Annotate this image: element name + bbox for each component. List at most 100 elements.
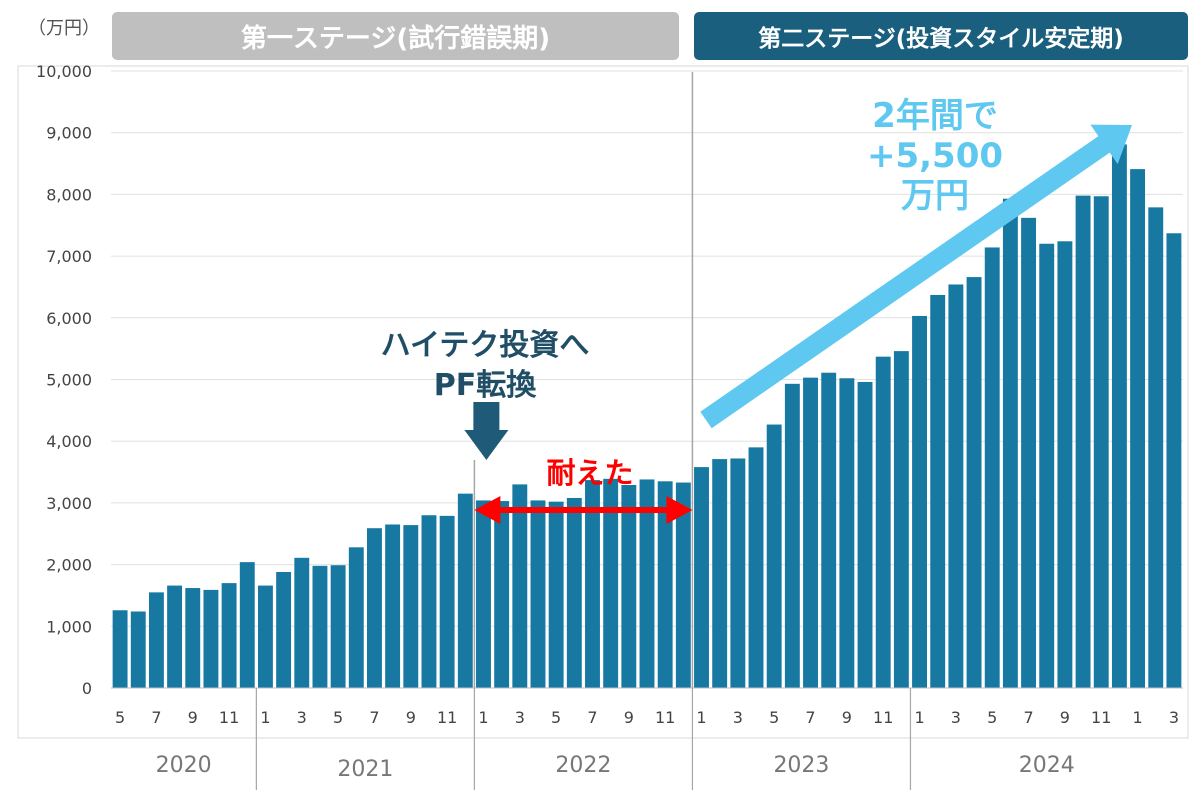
x-tick-label: 9: [624, 708, 634, 727]
x-tick-label: 3: [733, 708, 743, 727]
bar: [803, 377, 818, 688]
bar: [548, 501, 564, 688]
year-label: 2024: [1019, 753, 1075, 778]
bar: [330, 565, 346, 688]
bar: [257, 585, 273, 688]
x-tick-label: 3: [951, 708, 961, 727]
bar: [694, 467, 709, 688]
y-tick-label: 7,000: [46, 247, 92, 266]
bar: [1093, 196, 1109, 688]
bar: [112, 610, 128, 688]
bar: [857, 381, 873, 688]
y-tick-label: 4,000: [46, 432, 92, 451]
x-tick-label: 7: [805, 708, 815, 727]
y-tick-label: 9,000: [46, 124, 92, 143]
y-tick-label: 8,000: [46, 185, 92, 204]
bar: [984, 247, 1000, 688]
endured-annotation: 耐えた: [546, 456, 634, 490]
stage-one-banner: 第一ステージ(試行錯誤期): [112, 12, 679, 60]
bar: [385, 524, 401, 688]
x-tick-label: 7: [151, 708, 161, 727]
chart-frame: [17, 65, 1189, 739]
bar: [712, 459, 728, 688]
x-tick-label: 5: [115, 708, 125, 727]
bar: [603, 478, 619, 688]
bar: [585, 480, 600, 688]
bar: [367, 528, 382, 688]
y-tick-label: 2,000: [46, 556, 92, 575]
bars: [112, 144, 1182, 689]
bar: [403, 525, 419, 688]
bar: [1111, 144, 1127, 689]
gain-line3: 万円: [901, 176, 969, 216]
x-tick-label: 1: [478, 708, 488, 727]
bar: [639, 479, 655, 688]
bar: [239, 562, 255, 688]
bar: [821, 372, 837, 688]
bar: [948, 284, 964, 688]
stage-two-banner: 第二ステージ(投資スタイル安定期): [694, 12, 1188, 60]
year-label: 2021: [337, 757, 393, 782]
gain-annotation: 2年間で +5,500 万円: [820, 96, 1050, 216]
x-tick-label: 5: [769, 708, 779, 727]
y-tick-label: 6,000: [46, 309, 92, 328]
y-axis-unit: （万円）: [28, 18, 100, 39]
y-tick-label: 0: [82, 679, 92, 698]
bar: [730, 458, 746, 688]
bar: [912, 315, 927, 688]
bar: [1148, 207, 1164, 688]
y-tick-label: 1,000: [46, 617, 92, 636]
y-axis-tick-labels: 0 1,000 2,000 3,000 4,000 5,000 6,000 7,000 8,00…: [36, 62, 92, 698]
bar: [784, 383, 800, 688]
bar: [875, 356, 891, 688]
bar: [167, 585, 183, 688]
x-tick-label: 5: [551, 708, 561, 727]
x-tick-label: 3: [515, 708, 525, 727]
year-label: 2022: [555, 753, 611, 778]
gain-line1: 2年間で: [872, 96, 998, 136]
x-tick-label: 11: [655, 708, 675, 727]
x-tick-label: 5: [333, 708, 343, 727]
x-tick-label: 9: [188, 708, 198, 727]
bar: [476, 500, 491, 688]
bar: [130, 611, 146, 688]
y-tick-label: 5,000: [46, 371, 92, 390]
x-tick-label: 9: [406, 708, 416, 727]
bar: [930, 294, 946, 688]
bar: [966, 277, 982, 688]
bar: [348, 547, 364, 688]
bar: [512, 484, 528, 688]
x-tick-label: 9: [842, 708, 852, 727]
x-tick-label: 1: [260, 708, 270, 727]
bar: [421, 515, 437, 688]
x-tick-label: 7: [1023, 708, 1033, 727]
bar: [1166, 233, 1182, 688]
bar: [675, 482, 691, 688]
bar: [276, 572, 292, 688]
x-tick-label: 11: [219, 708, 239, 727]
bar: [439, 515, 455, 688]
bar: [839, 378, 855, 688]
bar: [185, 588, 201, 688]
bar: [766, 424, 782, 688]
pf-switch-arrow: [464, 402, 509, 460]
bar: [457, 493, 473, 688]
bar: [748, 447, 764, 688]
bar: [221, 583, 237, 688]
growth-arrow: [700, 124, 1132, 429]
bar: [494, 501, 510, 688]
x-tick-label: 11: [1091, 708, 1111, 727]
x-tick-label: 7: [587, 708, 597, 727]
x-tick-label: 1: [914, 708, 924, 727]
bar: [312, 565, 328, 688]
year-label: 2023: [773, 753, 829, 778]
year-label: 2020: [156, 753, 212, 778]
x-tick-label: 3: [297, 708, 307, 727]
bar: [1057, 241, 1073, 689]
bar: [148, 592, 164, 688]
x-tick-label: 11: [873, 708, 893, 727]
bar: [1130, 169, 1146, 688]
bar: [530, 500, 546, 688]
